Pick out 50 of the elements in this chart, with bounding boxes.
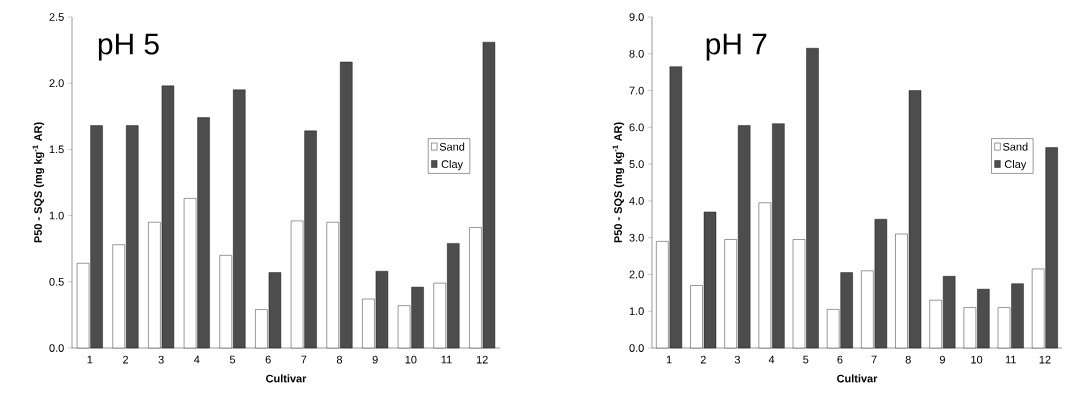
- x-tick-label: 7: [301, 355, 307, 364]
- x-tick-label: 6: [265, 355, 271, 364]
- x-tick-label: 9: [939, 355, 945, 364]
- x-tick-label: 3: [734, 355, 740, 364]
- y-tick-label: 0.0: [49, 344, 64, 352]
- y-tick-label: 0.0: [629, 344, 644, 352]
- text: pH 7: [706, 33, 767, 61]
- x-tick-label: 3: [158, 355, 164, 364]
- x-tick-label: 8: [336, 355, 343, 364]
- legend-label: Sand: [1003, 142, 1028, 151]
- x-tick-label: 9: [372, 355, 378, 364]
- x-tick-label: 12: [476, 355, 488, 364]
- y-tick-label: 4.0: [629, 197, 644, 205]
- x-tick-label: 11: [1005, 355, 1016, 364]
- x-tick-label: 2: [700, 355, 706, 364]
- y-tick-label: 2.0: [629, 270, 644, 279]
- x-tick-label: 10: [405, 355, 417, 364]
- y-tick-label: 1.0: [629, 307, 644, 316]
- y-tick-label: 0.5: [49, 277, 64, 286]
- y-tick-label: 7.0: [629, 86, 644, 95]
- text: pH 5: [98, 33, 159, 61]
- legend-label: Sand: [439, 142, 465, 151]
- x-tick-label: 4: [768, 355, 775, 364]
- y-tick-label: 9.0: [629, 13, 644, 21]
- x-tick-label: 1: [87, 355, 93, 364]
- x-tick-label: 4: [194, 355, 200, 364]
- x-tick-label: 1: [666, 355, 672, 364]
- x-tick-label: 10: [971, 355, 983, 364]
- y-tick-label: 2.0: [49, 79, 64, 88]
- y-tick-label: 5.0: [629, 160, 644, 168]
- y-tick-label: 6.0: [629, 123, 644, 132]
- x-tick-label: 6: [837, 355, 843, 364]
- y-axis-title: P50 - SQS (mg kg$^{-1}$ AR): [612, 122, 625, 243]
- x-tick-label: 8: [905, 355, 911, 364]
- legend-label: Clay: [1004, 160, 1027, 171]
- y-tick-label: 3.0: [629, 233, 644, 242]
- x-tick-label: 2: [123, 355, 128, 364]
- x-tick-label: 11: [441, 355, 452, 364]
- y-tick-label: 1.0: [49, 211, 64, 220]
- x-tick-label: 7: [871, 355, 877, 364]
- x-tick-label: 12: [1039, 355, 1051, 364]
- y-axis-title: P50 - SQS (mg kg$^{-1}$ AR): [32, 122, 45, 243]
- y-tick-label: 2.5: [49, 13, 64, 21]
- x-axis-title: Cultivar: [266, 374, 307, 383]
- y-tick-label: 1.5: [49, 145, 64, 154]
- y-tick-label: 8.0: [629, 49, 644, 58]
- x-axis-title: Cultivar: [837, 374, 878, 383]
- x-tick-label: 5: [229, 355, 236, 364]
- x-tick-label: 5: [803, 355, 809, 364]
- legend-label: Clay: [441, 160, 463, 171]
